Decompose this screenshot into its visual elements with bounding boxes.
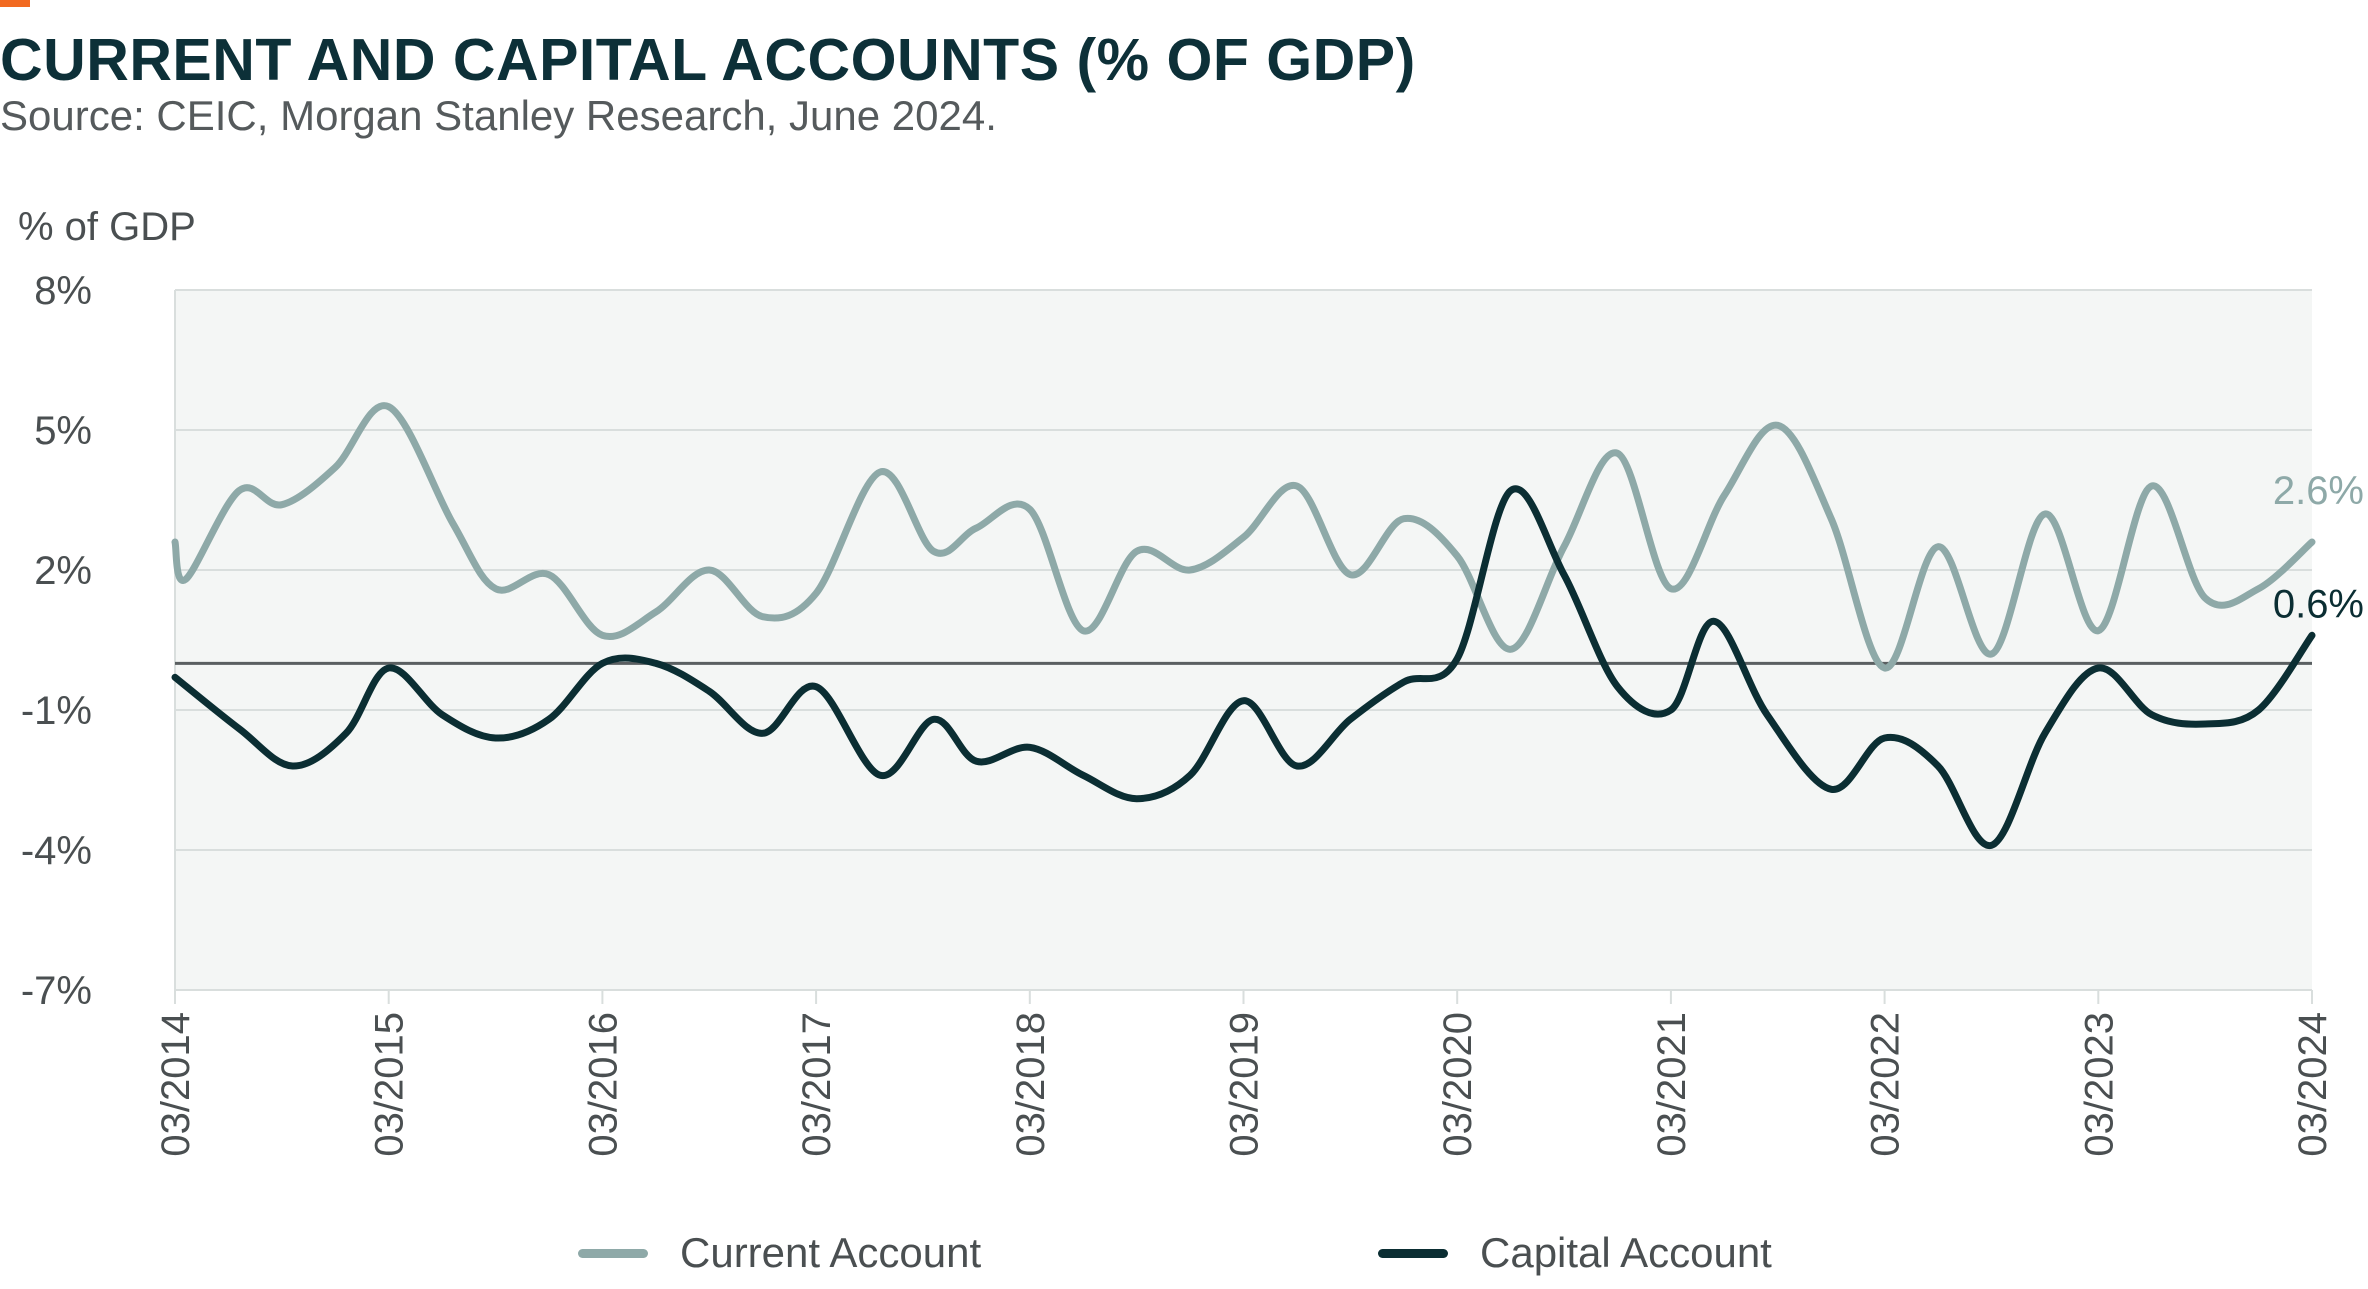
series-line-capital-account [171,485,2316,849]
end-label-current-account: 2.6% [2273,469,2364,513]
x-tick-label: 03/2022 [1864,1012,1908,1157]
x-tick-label: 03/2021 [1650,1012,1694,1157]
chart-title: CURRENT AND CAPITAL ACCOUNTS (% OF GDP) [0,27,1416,93]
legend-label-capital-account: Capital Account [1480,1229,1772,1276]
y-axis-label: % of GDP [18,205,196,249]
x-tick-label: 03/2016 [581,1012,625,1157]
series-line-current-account [171,402,2316,672]
x-tick-label: 03/2014 [154,1012,198,1157]
x-tick-label: 03/2017 [795,1012,839,1157]
y-tick-label: -4% [21,829,92,873]
accent-bar [0,0,30,7]
chart-source: Source: CEIC, Morgan Stanley Research, J… [0,92,997,139]
end-label-capital-account: 0.6% [2273,582,2364,626]
y-tick-label: -7% [21,969,92,1013]
end-labels: 2.6% 0.6% [2273,469,2364,626]
x-tick-label: 03/2018 [1009,1012,1053,1157]
x-tick-label: 03/2020 [1436,1012,1480,1157]
legend-swatch-current-account [578,1248,648,1258]
x-axis-ticks: 03/2014 03/2015 03/2016 03/2017 03/2018 03/20… [154,990,2335,1157]
y-tick-label: 5% [34,409,92,453]
plot-area [175,290,2312,990]
x-tick-label: 03/2024 [2291,1012,2335,1157]
legend-swatch-capital-account [1378,1248,1448,1258]
legend-label-current-account: Current Account [680,1229,982,1276]
legend-item-current-account: Current Account [578,1225,981,1281]
legend-item-capital-account: Capital Account [1378,1225,1772,1281]
x-tick-label: 03/2023 [2077,1012,2121,1157]
y-tick-label: 8% [34,269,92,313]
x-tick-label: 03/2015 [368,1012,412,1157]
y-tick-label: 2% [34,549,92,593]
y-tick-label: -1% [21,689,92,733]
series-lines [171,402,2316,849]
x-tick-label: 03/2019 [1223,1012,1267,1157]
y-axis-ticks: 8% 5% 2% -1% -4% -7% [21,269,92,1013]
